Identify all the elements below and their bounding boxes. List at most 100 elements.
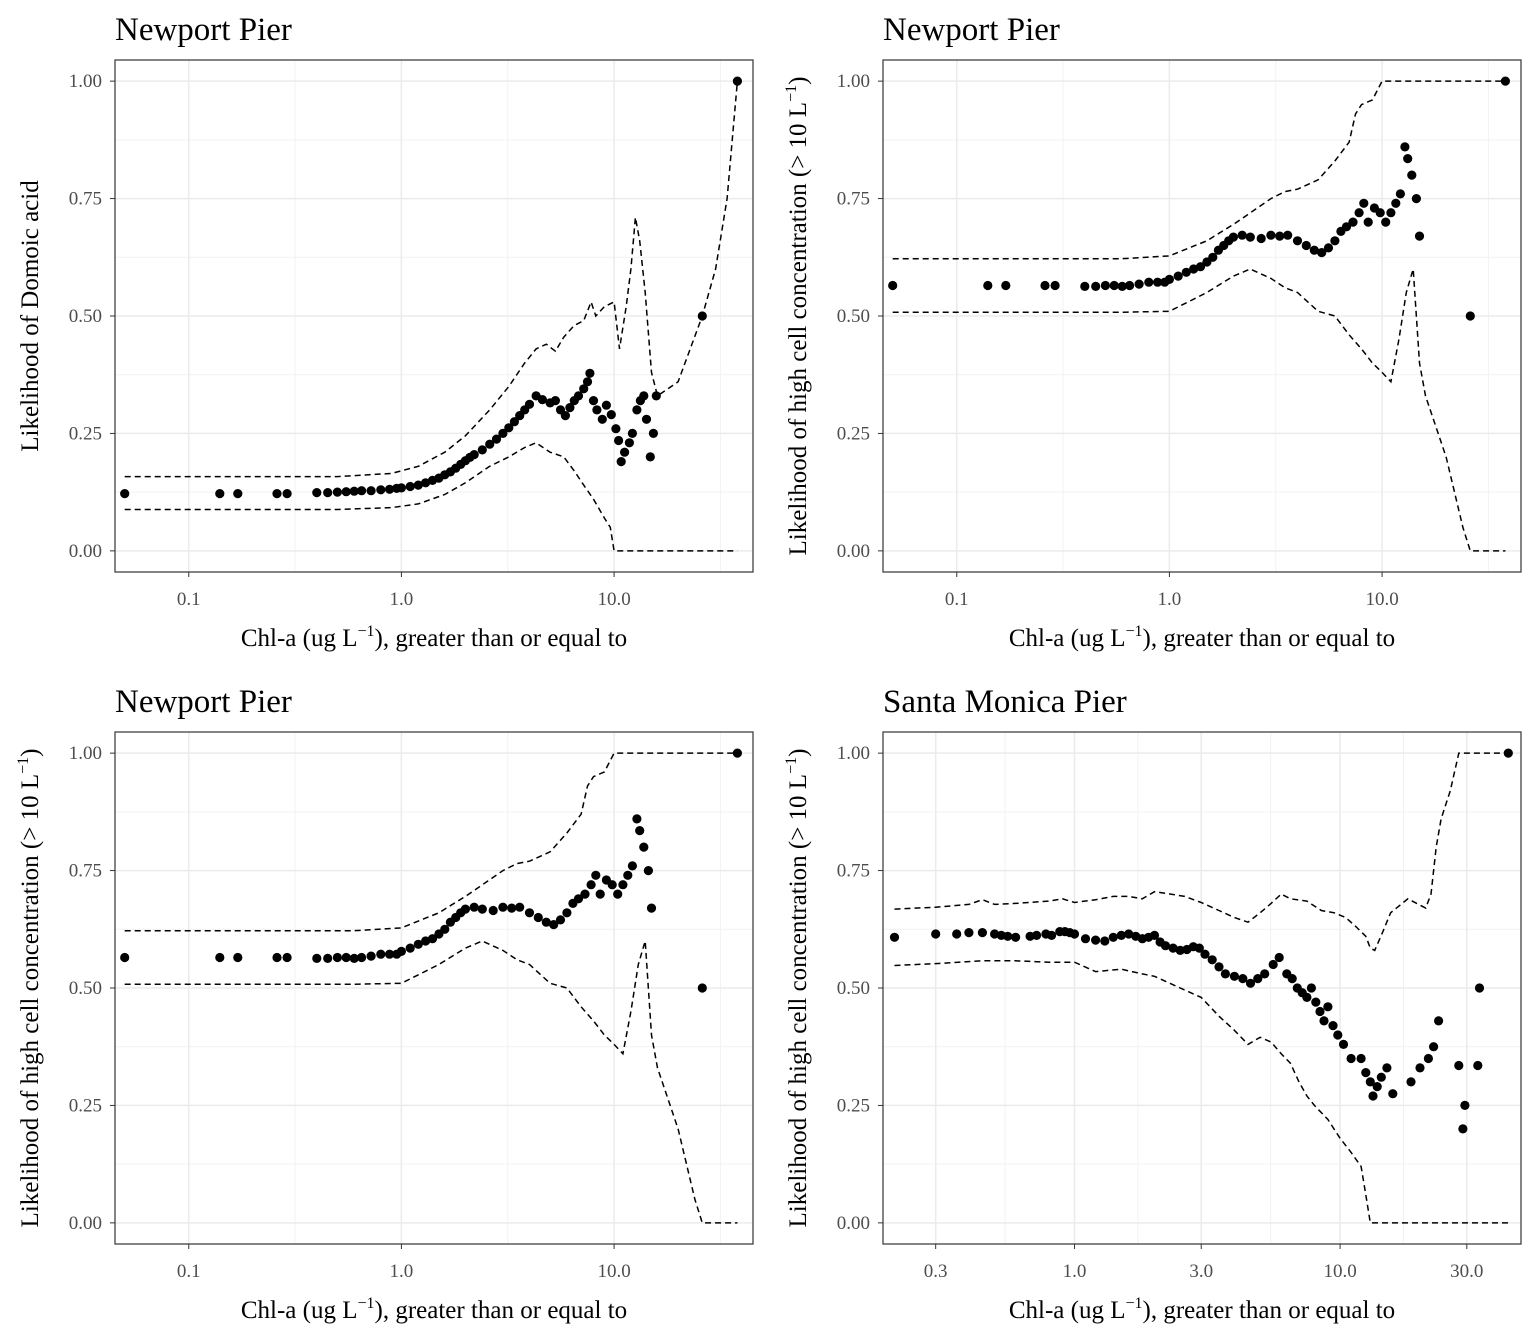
- data-point: [1256, 233, 1266, 244]
- panel-title: Newport Pier: [115, 12, 292, 48]
- y-tick-label: 0.00: [837, 1213, 870, 1234]
- data-point: [643, 866, 654, 876]
- data-point: [1309, 245, 1319, 255]
- data-point: [964, 928, 974, 938]
- data-point: [1415, 1063, 1425, 1073]
- data-point: [651, 391, 661, 401]
- data-point: [888, 280, 898, 291]
- data-point: [1386, 208, 1396, 218]
- data-point: [586, 880, 596, 890]
- data-point: [282, 489, 292, 499]
- data-point: [952, 929, 962, 939]
- data-point: [588, 396, 599, 406]
- data-point: [1001, 280, 1011, 291]
- y-tick-label: 0.75: [69, 861, 102, 882]
- data-point: [549, 920, 559, 930]
- data-point: [1319, 1016, 1329, 1026]
- data-point: [421, 478, 431, 488]
- data-point: [233, 952, 243, 963]
- data-point: [349, 953, 359, 964]
- data-point: [1346, 1053, 1356, 1064]
- data-point: [579, 384, 589, 394]
- y-tick-label: 0.25: [837, 1095, 870, 1116]
- data-point: [485, 439, 495, 449]
- panel-1: 0.1 1.0 10.0 0.00 0.25 0.50 0.75 1.00 Newport Pi…: [17, 12, 754, 652]
- data-point: [1429, 1042, 1439, 1052]
- data-point: [1116, 930, 1126, 941]
- y-tick-label: 0.50: [69, 306, 102, 327]
- data-point: [1400, 142, 1410, 152]
- data-point: [1474, 983, 1485, 993]
- data-point: [641, 414, 652, 424]
- y-tick-label: 0.50: [837, 306, 870, 327]
- data-point: [732, 748, 743, 758]
- data-point: [1341, 222, 1352, 232]
- data-point: [1149, 930, 1160, 941]
- data-point: [1253, 974, 1263, 984]
- data-point: [413, 480, 423, 490]
- data-point: [1283, 230, 1293, 240]
- data-point: [1330, 236, 1340, 246]
- data-point: [1069, 929, 1080, 939]
- data-point: [1228, 232, 1238, 242]
- data-point: [889, 932, 900, 942]
- panel-title: Newport Pier: [883, 12, 1060, 48]
- data-point: [983, 280, 993, 291]
- data-point: [1423, 1053, 1433, 1064]
- data-point: [597, 414, 607, 424]
- data-point: [607, 880, 617, 890]
- data-point: [1238, 974, 1248, 984]
- data-point: [591, 870, 601, 880]
- data-point: [460, 904, 470, 914]
- data-point: [1359, 198, 1369, 208]
- data-point: [1266, 230, 1276, 240]
- data-point: [697, 983, 707, 993]
- data-point: [565, 403, 575, 413]
- data-point: [1237, 230, 1247, 240]
- y-tick-label: 0.75: [837, 861, 870, 882]
- y-tick-label: 0.50: [837, 978, 870, 999]
- data-point: [1125, 280, 1135, 291]
- data-point: [498, 428, 508, 438]
- panel-3: 0.1 1.0 10.0 0.00 0.25 0.50 0.75 1.00 Newport Pi…: [15, 684, 754, 1324]
- data-point: [977, 928, 988, 938]
- data-point: [509, 417, 519, 427]
- data-point: [555, 915, 566, 925]
- data-point: [1040, 280, 1050, 291]
- data-point: [1434, 1016, 1444, 1026]
- data-point: [312, 488, 322, 498]
- data-point: [1032, 930, 1042, 941]
- data-point: [1301, 240, 1311, 251]
- data-point: [1382, 1063, 1392, 1073]
- data-point: [349, 486, 359, 496]
- x-tick-label: 0.1: [945, 589, 969, 610]
- data-point: [1108, 932, 1118, 942]
- data-point: [613, 889, 623, 899]
- data-point: [582, 377, 593, 387]
- y-tick-label: 1.00: [837, 743, 870, 764]
- y-axis-title: Likelihood of high cell concentration (>…: [783, 77, 812, 556]
- data-point: [524, 399, 535, 409]
- data-point: [376, 485, 386, 495]
- data-point: [1403, 154, 1413, 164]
- y-tick-label: 0.25: [837, 423, 870, 444]
- data-point: [507, 903, 517, 913]
- data-point: [1100, 280, 1110, 291]
- data-point: [524, 908, 535, 918]
- x-axis-title: Chl-a (ug L−1), greater than or equal to: [1009, 623, 1395, 652]
- panel-title: Santa Monica Pier: [883, 684, 1127, 720]
- data-point: [1363, 217, 1373, 227]
- panel-border: [114, 59, 754, 573]
- y-tick-label: 0.00: [69, 541, 102, 562]
- data-point: [1144, 277, 1154, 287]
- data-point: [405, 481, 415, 492]
- data-point: [1454, 1060, 1464, 1071]
- data-point: [357, 952, 367, 963]
- data-point: [396, 483, 406, 493]
- data-point: [1458, 1124, 1468, 1134]
- data-point: [1164, 274, 1174, 284]
- data-point: [488, 905, 498, 916]
- y-tick-label: 0.75: [69, 189, 102, 210]
- data-point: [1323, 1002, 1333, 1012]
- data-point: [1311, 997, 1321, 1007]
